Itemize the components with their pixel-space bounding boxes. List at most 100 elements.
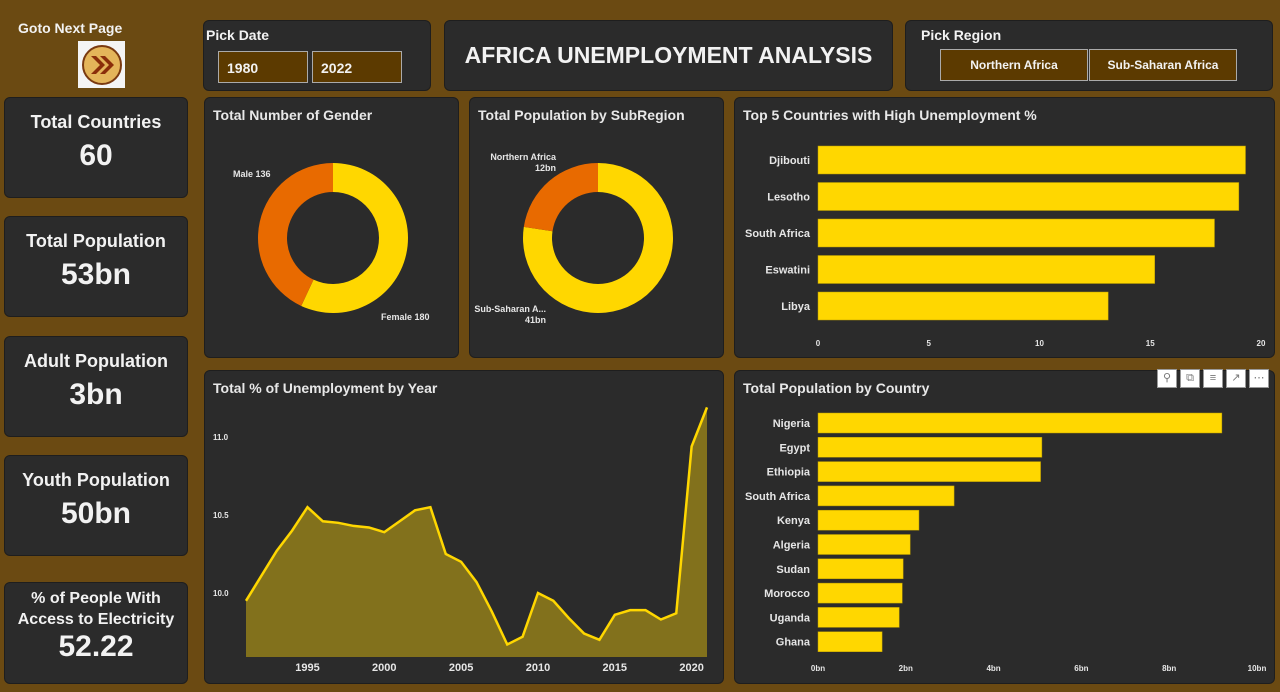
filter-icon[interactable]: ≡ <box>1203 369 1223 388</box>
bar <box>817 461 1041 482</box>
y-tick-label: 10.0 <box>213 589 229 598</box>
bar <box>817 607 900 628</box>
end-date-input[interactable]: 2022 <box>312 51 402 83</box>
tick-label: 2bn <box>899 664 913 673</box>
population-by-country-bar-chart[interactable]: Total Population by Country Nigeria Egypt E… <box>734 370 1275 684</box>
bar <box>817 631 883 652</box>
donut-slice <box>301 163 408 313</box>
bar <box>817 255 1155 284</box>
data-label: Female 180 <box>381 312 430 322</box>
region-sub-saharan-africa-button[interactable]: Sub-Saharan Africa <box>1089 49 1237 81</box>
region-northern-africa-button[interactable]: Northern Africa <box>940 49 1088 81</box>
top5-unemployment-bar-chart[interactable]: Top 5 Countries with High Unemployment %… <box>734 97 1275 358</box>
unemployment-by-year-area-chart[interactable]: Total % of Unemployment by Year 10.0 10.5 1… <box>204 370 724 684</box>
category-label: Djibouti <box>769 155 810 167</box>
x-tick-label: 2015 <box>603 662 627 674</box>
kpi-youth-population: Youth Population 50bn <box>4 455 188 556</box>
chart-title: Top 5 Countries with High Unemployment % <box>743 107 1037 123</box>
data-label: 41bn <box>525 315 546 325</box>
kpi-value: 50bn <box>60 497 132 530</box>
donut-slice <box>257 163 333 306</box>
bar <box>817 291 1109 321</box>
x-tick-label: 2000 <box>372 662 396 674</box>
kpi-label: Total Population <box>26 231 166 251</box>
kpi-total-countries: Total Countries 60 <box>4 97 188 198</box>
bar <box>817 412 1223 434</box>
tick-label: 8bn <box>1162 664 1176 673</box>
tick-label: 20 <box>1257 339 1266 348</box>
category-label: Egypt <box>779 442 810 454</box>
x-tick-label: 1995 <box>295 662 319 674</box>
pin-icon[interactable]: ⚲ <box>1157 369 1177 388</box>
kpi-value: 52.22 <box>58 630 134 663</box>
category-label: Sudan <box>776 564 810 576</box>
x-tick-label: 2010 <box>526 662 550 674</box>
focus-mode-icon[interactable]: ↗ <box>1226 369 1246 388</box>
tick-label: 5 <box>927 339 932 348</box>
chart-title: Total Population by SubRegion <box>478 107 685 123</box>
more-options-icon[interactable]: ⋯ <box>1249 369 1269 388</box>
data-label: Male 136 <box>233 169 271 179</box>
date-filter-panel: Pick Date 1980 2022 <box>203 20 431 91</box>
gender-donut-chart[interactable]: Total Number of Gender Male 136 Female 180 <box>204 97 459 358</box>
y-tick-label: 10.5 <box>213 511 229 520</box>
copy-icon[interactable]: ⧉ <box>1180 369 1200 388</box>
bar <box>817 558 904 580</box>
data-label: 12bn <box>535 163 556 173</box>
data-label: Sub-Saharan A... <box>474 304 546 314</box>
category-label: Ghana <box>776 637 811 649</box>
category-label: South Africa <box>745 228 811 240</box>
bar <box>817 218 1215 248</box>
donut-slice <box>523 163 673 313</box>
y-tick-label: 11.0 <box>213 433 229 442</box>
chart-title: Total % of Unemployment by Year <box>213 380 438 396</box>
bar <box>817 582 903 604</box>
category-label: South Africa <box>745 491 811 503</box>
category-label: Lesotho <box>767 192 810 204</box>
chart-title: Total Population by Country <box>743 380 930 396</box>
kpi-label: % of People With Access to Electricity <box>17 590 175 628</box>
category-label: Eswatini <box>765 265 810 277</box>
x-tick-label: 2020 <box>679 662 703 674</box>
tick-label: 0 <box>816 339 821 348</box>
tick-label: 10 <box>1035 339 1044 348</box>
subregion-donut-chart[interactable]: Total Population by SubRegion Northern Af… <box>469 97 724 358</box>
kpi-value: 3bn <box>69 378 123 411</box>
series-line <box>244 406 709 647</box>
double-chevron-right-icon[interactable] <box>78 41 125 88</box>
bar <box>817 437 1043 458</box>
region-filter-label: Pick Region <box>921 27 1002 43</box>
category-label: Libya <box>781 301 811 313</box>
tick-label: 10bn <box>1248 664 1267 673</box>
kpi-value: 60 <box>79 139 113 172</box>
donut-slice <box>523 163 598 232</box>
page-title: AFRICA UNEMPLOYMENT ANALYSIS <box>464 42 873 68</box>
kpi-value: 53bn <box>60 258 132 291</box>
kpi-label: Adult Population <box>24 351 168 371</box>
category-label: Uganda <box>770 612 811 624</box>
bar <box>817 534 911 555</box>
kpi-label: Youth Population <box>22 470 170 490</box>
bar <box>817 485 955 507</box>
kpi-label: Total Countries <box>30 112 162 132</box>
kpi-electricity-access: % of People With Access to Electricity 52… <box>4 582 188 684</box>
tick-label: 0bn <box>811 664 825 673</box>
kpi-total-population: Total Population 53bn <box>4 216 188 317</box>
area-fill <box>246 407 707 657</box>
date-filter-label: Pick Date <box>206 27 270 43</box>
bar <box>817 509 920 531</box>
title-panel: AFRICA UNEMPLOYMENT ANALYSIS <box>444 20 893 91</box>
category-label: Algeria <box>773 540 811 552</box>
data-label: Northern Africa <box>490 152 557 162</box>
tick-label: 4bn <box>986 664 1000 673</box>
x-tick-label: 2005 <box>449 662 473 674</box>
category-label: Kenya <box>777 515 811 527</box>
visual-header-toolbar: ⚲ ⧉ ≡ ↗ ⋯ <box>1157 369 1269 388</box>
kpi-adult-population: Adult Population 3bn <box>4 336 188 437</box>
bar <box>817 145 1246 175</box>
start-date-input[interactable]: 1980 <box>218 51 308 83</box>
category-label: Ethiopia <box>767 467 811 479</box>
tick-label: 6bn <box>1074 664 1088 673</box>
category-label: Morocco <box>764 588 810 600</box>
tick-label: 15 <box>1146 339 1155 348</box>
